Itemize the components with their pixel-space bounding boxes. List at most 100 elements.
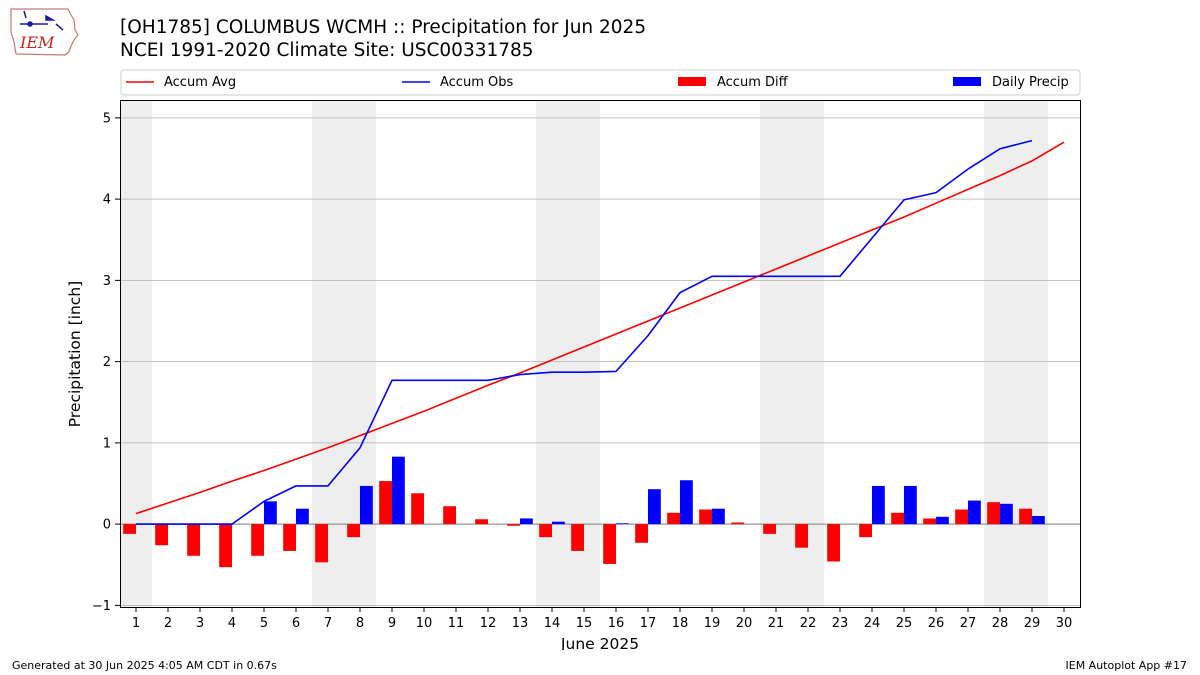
y-tick-label-5: 5 <box>103 111 111 126</box>
x-tick-label-8: 8 <box>356 616 364 631</box>
line-series <box>135 139 1065 525</box>
accum-diff-bar-day-1 <box>123 524 136 534</box>
accum-diff-bar-day-4 <box>219 524 232 568</box>
weather-station-icon <box>20 10 64 31</box>
legend: Accum Avg Accum Obs Accum Diff Daily Pre… <box>120 69 1081 96</box>
x-tick-label-28: 28 <box>992 616 1009 631</box>
x-tick-label-20: 20 <box>736 616 753 631</box>
accum-diff-bar-day-15 <box>571 524 584 551</box>
footer-generated-text: Generated at 30 Jun 2025 4:05 AM CDT in … <box>12 659 277 672</box>
x-axis-label: June 2025 <box>560 635 639 650</box>
y-tick-label-4: 4 <box>103 193 111 208</box>
x-tick-label-13: 13 <box>512 616 529 631</box>
daily-precip-bar-day-16 <box>616 523 629 525</box>
x-tick-label-7: 7 <box>324 616 332 631</box>
x-tick-label-14: 14 <box>544 616 561 631</box>
accum-diff-bar-day-2 <box>155 524 168 546</box>
x-tick-label-23: 23 <box>832 616 849 631</box>
daily-precip-bar-day-13 <box>520 518 533 525</box>
x-tick-label-1: 1 <box>132 616 140 631</box>
daily-precip-bar-day-26 <box>936 516 949 525</box>
daily-precip-bar-day-27 <box>968 500 981 525</box>
x-tick-label-19: 19 <box>704 616 721 631</box>
precipitation-chart: 1 2 3 4 5 6 7 8 9 10 11 12 13 14 15 16 17 18 19 20 21 22 23 24 2… <box>66 69 1081 650</box>
x-tick-label-29: 29 <box>1024 616 1041 631</box>
daily-precip-bar-day-5 <box>264 501 277 525</box>
x-tick-label-4: 4 <box>228 616 236 631</box>
accum-diff-bar-day-21 <box>763 524 776 534</box>
accum-diff-bar-day-23 <box>827 524 840 562</box>
y-axis-label: Precipitation [inch] <box>66 281 84 427</box>
accum-diff-bar-day-11 <box>443 506 456 525</box>
accum-diff-bar-day-22 <box>795 524 808 548</box>
accum-diff-bar-day-9 <box>379 481 392 525</box>
x-tick-label-21: 21 <box>768 616 785 631</box>
iowa-outline-shape <box>10 8 79 56</box>
accum-diff-bar-day-24 <box>859 524 872 538</box>
x-tick-label-11: 11 <box>448 616 465 631</box>
chart-title: [OH1785] COLUMBUS WCMH :: Precipitation … <box>120 17 647 38</box>
daily-precip-bar-day-6 <box>296 508 309 525</box>
accum-diff-bar-day-6 <box>283 524 296 551</box>
legend-label-accum-obs: Accum Obs <box>440 75 513 90</box>
accum-diff-bar-day-28 <box>987 502 1000 525</box>
daily-precip-bar-day-19 <box>712 508 725 525</box>
accum-diff-bar-day-27 <box>955 509 968 525</box>
daily-precip-bar-day-24 <box>872 485 885 525</box>
x-tick-label-12: 12 <box>480 616 497 631</box>
daily-precip-bar-day-28 <box>1000 503 1013 525</box>
y-tick-label-2: 2 <box>103 355 111 370</box>
accum-diff-bar-day-13 <box>507 524 520 526</box>
daily-precip-bar-day-14 <box>552 521 565 525</box>
footer-app-text: IEM Autoplot App #17 <box>1065 659 1188 672</box>
x-tick-label-10: 10 <box>416 616 433 631</box>
legend-frame <box>120 69 1081 96</box>
legend-swatch-accum-diff <box>678 77 706 86</box>
y-axis-ticks: −1 0 1 2 3 4 5 <box>92 111 120 614</box>
legend-label-accum-diff: Accum Diff <box>717 75 789 90</box>
bar-series <box>123 456 1045 568</box>
accum-diff-bar-day-5 <box>251 524 264 556</box>
grid-lines <box>120 117 1080 606</box>
accum-diff-bar-day-18 <box>667 512 680 525</box>
legend-swatch-daily-precip <box>953 77 981 86</box>
weekend-shade-4 <box>984 100 1048 607</box>
x-tick-label-3: 3 <box>196 616 204 631</box>
daily-precip-bar-day-25 <box>904 485 917 525</box>
x-tick-label-22: 22 <box>800 616 817 631</box>
accum-diff-bar-day-26 <box>923 518 936 525</box>
accum-diff-bar-day-20 <box>731 522 744 525</box>
plot-frame <box>120 100 1081 608</box>
x-tick-label-6: 6 <box>292 616 300 631</box>
accum-diff-bar-day-7 <box>315 524 328 563</box>
logo-text: IEM <box>19 33 55 52</box>
accum-diff-bar-day-16 <box>603 524 616 564</box>
x-tick-label-26: 26 <box>928 616 945 631</box>
x-tick-label-18: 18 <box>672 616 689 631</box>
accum-diff-bar-day-14 <box>539 524 552 538</box>
daily-precip-bar-day-29 <box>1032 516 1045 525</box>
x-tick-label-5: 5 <box>260 616 268 631</box>
x-axis-ticks: 1 2 3 4 5 6 7 8 9 10 11 12 13 14 15 16 17 18 19 20 21 22 23 24 2… <box>132 607 1072 631</box>
chart-subtitle: NCEI 1991-2020 Climate Site: USC00331785 <box>120 40 534 61</box>
y-tick-label-1: 1 <box>103 436 111 451</box>
accum-diff-bar-day-10 <box>411 493 424 525</box>
accum-avg-line <box>135 141 1065 515</box>
y-tick-label-0: 0 <box>103 518 111 533</box>
x-tick-label-24: 24 <box>864 616 881 631</box>
daily-precip-bar-day-9 <box>392 456 405 525</box>
x-tick-label-25: 25 <box>896 616 913 631</box>
accum-diff-bar-day-19 <box>699 509 712 525</box>
legend-label-daily-precip: Daily Precip <box>992 75 1069 90</box>
accum-diff-bar-day-25 <box>891 512 904 525</box>
daily-precip-bar-day-17 <box>648 489 661 525</box>
accum-diff-bar-day-17 <box>635 524 648 543</box>
accum-diff-bar-day-8 <box>347 524 360 538</box>
accum-diff-bar-day-12 <box>475 519 488 525</box>
x-tick-label-16: 16 <box>608 616 625 631</box>
daily-precip-bar-day-18 <box>680 480 693 525</box>
x-tick-label-9: 9 <box>388 616 396 631</box>
accum-obs-line <box>136 139 1033 525</box>
daily-precip-bar-day-8 <box>360 485 373 525</box>
x-tick-label-30: 30 <box>1056 616 1073 631</box>
